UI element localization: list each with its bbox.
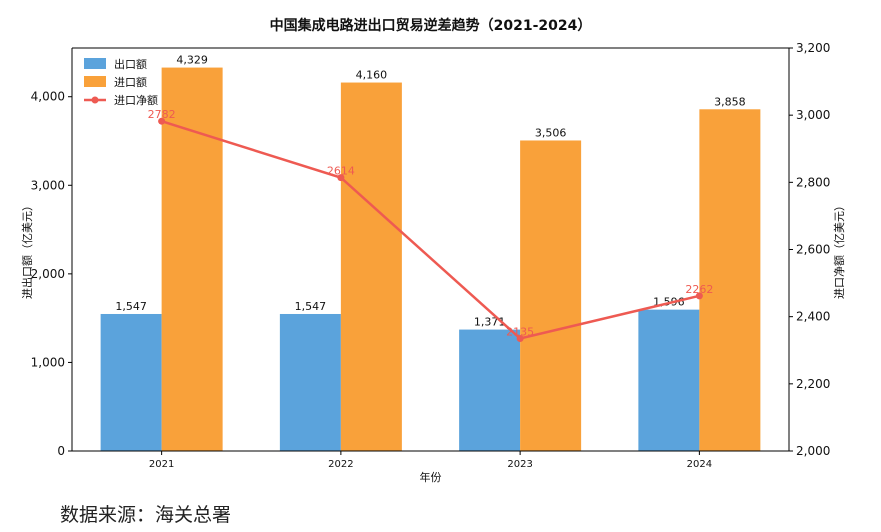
legend-swatch [84,58,106,69]
bar-进口额-2024 [699,109,761,451]
bar-value-label: 1,547 [115,300,147,313]
bar-出口额-2021 [100,313,162,451]
right-tick-label: 2,600 [796,243,830,257]
legend-swatch [84,76,106,87]
right-tick-label: 2,400 [796,310,830,324]
line-进口净额 [161,120,700,340]
x-tick-label: 2022 [328,459,353,470]
right-axis-label: 进口净额（亿美元） [832,200,846,299]
line-value-label: 2614 [327,165,355,178]
x-tick-label: 2024 [687,459,712,470]
left-tick-label: 0 [57,444,65,458]
bar-进口额-2022 [340,82,402,452]
bar-value-label: 3,506 [535,126,567,139]
left-tick-label: 3,000 [31,178,65,192]
bar-进口额-2023 [520,140,582,451]
chart-title: 中国集成电路进出口贸易逆差趋势（2021-2024） [270,17,592,34]
chart: 中国集成电路进出口贸易逆差趋势（2021-2024）1,547 1,5471,37… [20,17,846,484]
bar-出口额-2023 [459,329,521,451]
legend-label: 出口额 [114,57,147,71]
line-value-label: 2135 [506,325,534,338]
bar-value-label: 1,547 [295,300,327,313]
x-tick-label: 2021 [149,459,174,470]
line-point-2023 [516,334,524,342]
bar-value-label: 4,329 [176,54,208,67]
bar-value-label: 4,160 [356,69,388,82]
bar-出口额-2024 [638,309,700,451]
left-tick-label: 1,000 [31,355,65,369]
x-axis-label: 年份 [420,470,442,484]
right-tick-label: 2,200 [796,377,830,391]
legend-label: 进口净额 [114,93,158,107]
line-point-2024 [695,292,703,300]
left-tick-label: 4,000 [31,90,65,104]
bar-value-label: 3,858 [714,95,746,108]
line-value-label: 2782 [148,108,176,121]
bar-出口额-2022 [279,313,341,451]
data-source-note: 数据来源：海关总署 [60,504,232,526]
line-value-label: 2262 [685,283,713,296]
right-tick-label: 3,000 [796,108,830,122]
line-point-2021 [158,117,166,125]
right-tick-label: 3,200 [796,41,830,55]
legend-label: 进口额 [114,76,147,89]
right-tick-label: 2,000 [796,444,830,458]
legend-marker [91,96,99,104]
right-tick-label: 2,800 [796,175,830,189]
line-point-2022 [337,174,345,182]
left-tick-label: 2,000 [31,267,65,281]
x-tick-label: 2023 [507,459,532,470]
left-axis-label: 进出口额（亿美元） [20,200,34,299]
